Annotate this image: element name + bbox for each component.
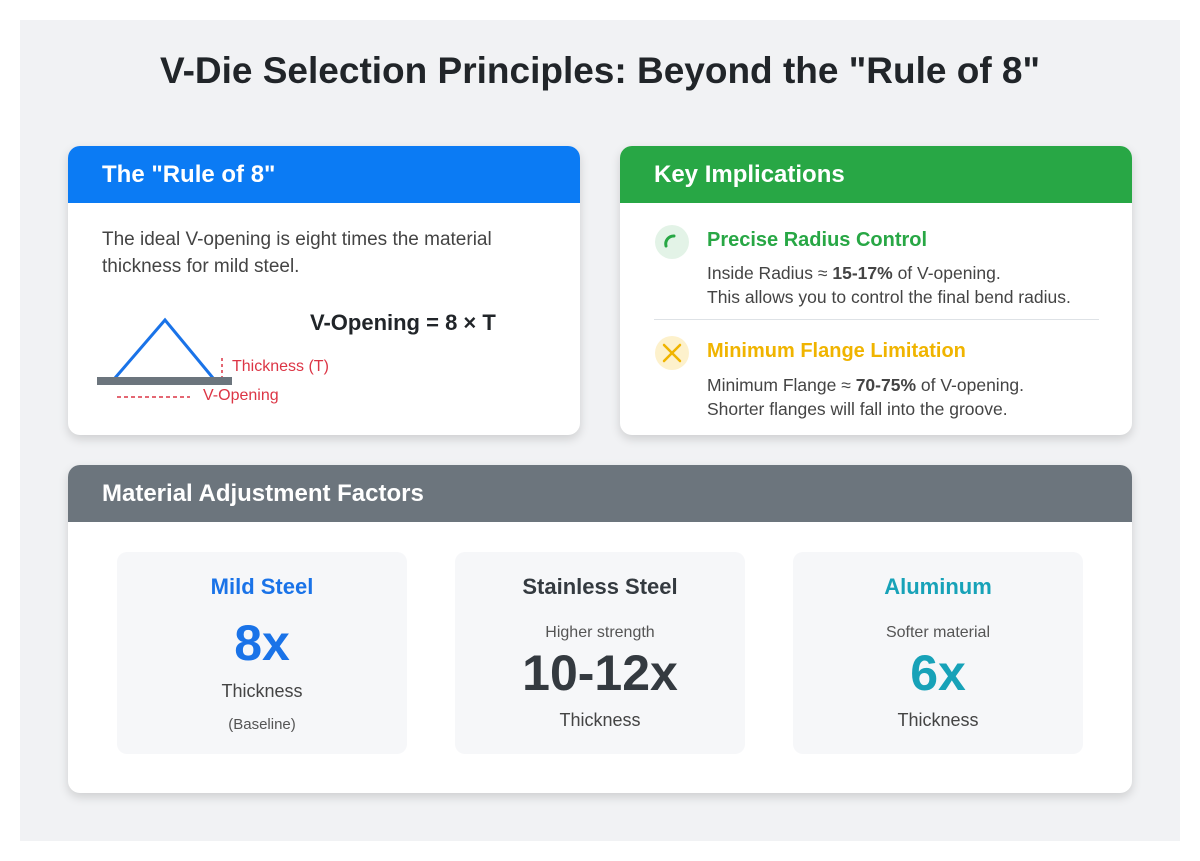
material-factor: 6x [910, 645, 966, 701]
material-unit: Thickness [221, 681, 303, 701]
material-factor: 8x [234, 615, 290, 671]
card-header: The "Rule of 8" [68, 146, 580, 203]
implications-card: Key Implications Precise Radius Control … [620, 146, 1132, 435]
item-text: Minimum Flange ≈ 70-75% of V-opening. [707, 373, 1024, 397]
material-box: Aluminum Softer material 6x Thickness [793, 552, 1083, 754]
item-text: This allows you to control the final ben… [707, 287, 1071, 307]
flange-icon [655, 336, 689, 370]
material-note: Higher strength [545, 624, 655, 641]
opening-label: V-Opening [203, 387, 279, 404]
material-name: Mild Steel [210, 574, 314, 599]
material-bar [97, 377, 232, 385]
item-text: Inside Radius ≈ 15-17% of V-opening. [707, 261, 1001, 285]
material-box: Mild Steel 8x Thickness (Baseline) [117, 552, 407, 754]
bend-shape [113, 317, 215, 379]
highlight: 70-75% [855, 375, 917, 395]
material-note: Softer material [885, 624, 991, 641]
material-unit: Thickness [559, 710, 641, 730]
card-header: Material Adjustment Factors [68, 465, 1132, 522]
rule-card: The "Rule of 8" The ideal V-opening is e… [68, 146, 580, 435]
item-text: Shorter flanges will fall into the groov… [707, 399, 1008, 419]
radius-icon [655, 225, 689, 259]
v-die-diagram [97, 317, 232, 398]
page-title: V-Die Selection Principles: Beyond the "… [159, 50, 1041, 91]
item-title: Minimum Flange Limitation [707, 340, 966, 362]
text: of V-opening. [916, 375, 1025, 395]
description: The ideal V-opening is eight times the m… [102, 229, 492, 277]
text: Inside Radius ≈ [707, 263, 833, 283]
card-header: Key Implications [620, 146, 1132, 203]
material-footnote: (Baseline) [228, 716, 296, 733]
highlight: 15-17% [832, 263, 893, 283]
materials-card: Material Adjustment Factors Mild Steel 8… [68, 465, 1132, 793]
material-unit: Thickness [897, 710, 979, 730]
material-name: Aluminum [884, 574, 992, 599]
material-box: Stainless Steel Higher strength 10-12x T… [455, 552, 745, 754]
item-title: Precise Radius Control [707, 229, 928, 251]
divider [654, 319, 1099, 320]
material-name: Stainless Steel [522, 574, 678, 599]
formula: V-Opening = 8 × T [310, 310, 496, 335]
thickness-label: Thickness (T) [232, 358, 329, 375]
text: of V-opening. [892, 263, 1001, 283]
text: Minimum Flange ≈ [707, 375, 856, 395]
material-factor: 10-12x [522, 645, 678, 701]
